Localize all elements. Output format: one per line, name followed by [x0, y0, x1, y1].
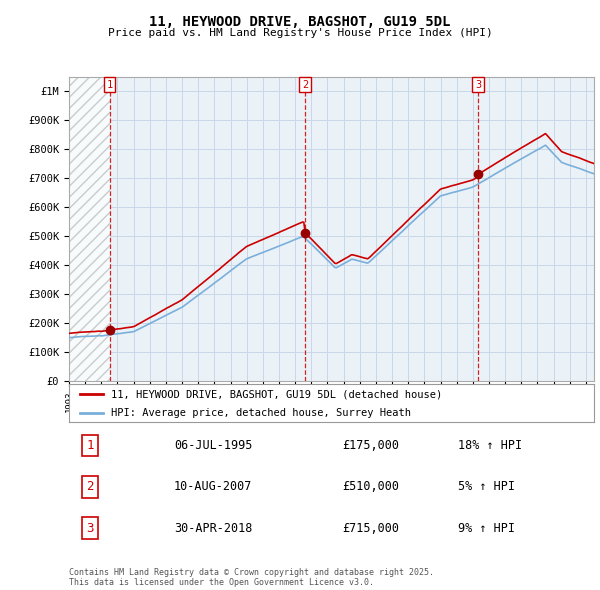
Text: 3: 3 [475, 80, 481, 90]
Text: HPI: Average price, detached house, Surrey Heath: HPI: Average price, detached house, Surr… [111, 408, 411, 418]
Bar [69, 77, 110, 381]
Text: 1: 1 [106, 80, 113, 90]
Text: 30-APR-2018: 30-APR-2018 [174, 522, 253, 535]
Text: £715,000: £715,000 [342, 522, 399, 535]
Text: 06-JUL-1995: 06-JUL-1995 [174, 439, 253, 452]
Text: 2: 2 [86, 480, 94, 493]
Text: Contains HM Land Registry data © Crown copyright and database right 2025.
This d: Contains HM Land Registry data © Crown c… [69, 568, 434, 587]
Text: 1: 1 [86, 439, 94, 452]
Text: £175,000: £175,000 [342, 439, 399, 452]
Text: 5% ↑ HPI: 5% ↑ HPI [458, 480, 515, 493]
Text: 11, HEYWOOD DRIVE, BAGSHOT, GU19 5DL (detached house): 11, HEYWOOD DRIVE, BAGSHOT, GU19 5DL (de… [111, 389, 442, 399]
Text: £510,000: £510,000 [342, 480, 399, 493]
Text: 18% ↑ HPI: 18% ↑ HPI [458, 439, 521, 452]
Text: 2: 2 [302, 80, 308, 90]
Text: 9% ↑ HPI: 9% ↑ HPI [458, 522, 515, 535]
Text: 3: 3 [86, 522, 94, 535]
Text: Price paid vs. HM Land Registry's House Price Index (HPI): Price paid vs. HM Land Registry's House … [107, 28, 493, 38]
Text: 10-AUG-2007: 10-AUG-2007 [174, 480, 253, 493]
Text: 11, HEYWOOD DRIVE, BAGSHOT, GU19 5DL: 11, HEYWOOD DRIVE, BAGSHOT, GU19 5DL [149, 15, 451, 29]
Bar [69, 77, 110, 381]
